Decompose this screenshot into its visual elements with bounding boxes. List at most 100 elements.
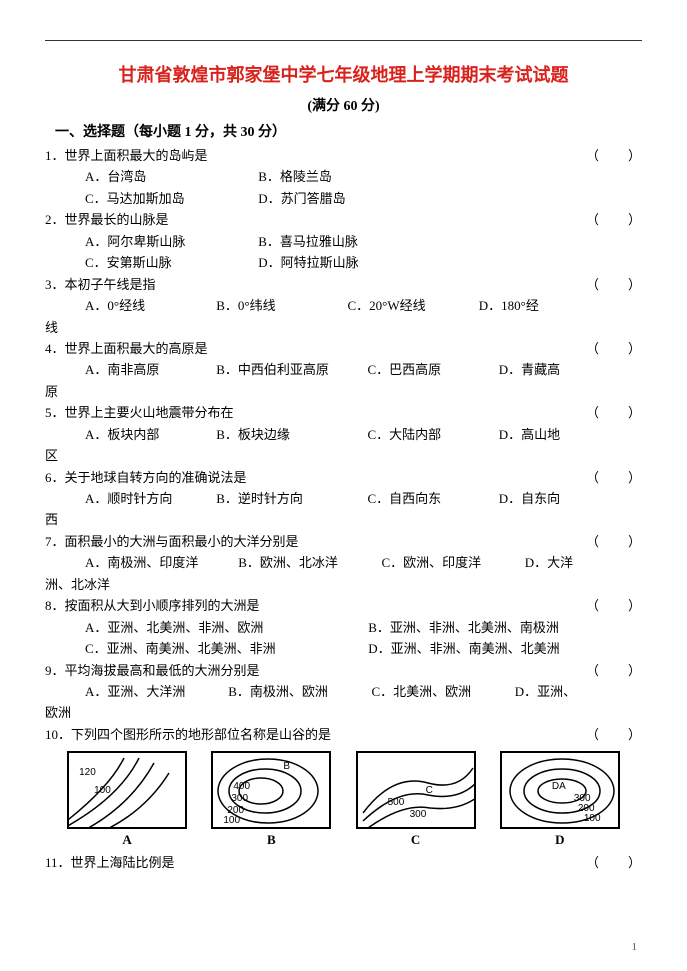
- q2-stem: 2．世界最长的山脉是: [45, 212, 169, 227]
- q6-stem: 6．关于地球自转方向的准确说法是: [45, 470, 247, 485]
- answer-paren: （ ）: [586, 724, 642, 745]
- q9-cont: 欧洲: [45, 705, 71, 720]
- figure-a: 120 100 A: [67, 751, 187, 848]
- q9-opt-a: A．亚洲、大洋洲: [85, 681, 225, 702]
- q6-cont: 西: [45, 512, 58, 527]
- contour-diagram-a: 120 100: [67, 751, 187, 829]
- answer-paren: （ ）: [586, 274, 642, 295]
- q2-opt-b: B．喜马拉雅山脉: [258, 231, 428, 252]
- question-1: 1．世界上面积最大的岛屿是 （ ） A．台湾岛 B．格陵兰岛 C．马达加斯加岛 …: [45, 145, 642, 209]
- contour-label: B: [283, 761, 290, 772]
- q1-stem: 1．世界上面积最大的岛屿是: [45, 148, 208, 163]
- q7-opt-a: A．南极洲、印度洋: [85, 552, 235, 573]
- q1-opt-d: D．苏门答腊岛: [258, 188, 428, 209]
- question-9: 9．平均海拔最高和最低的大洲分别是 （ ） A．亚洲、大洋洲 B．南极洲、欧洲 …: [45, 660, 642, 724]
- contour-diagram-c: C 500 300: [356, 751, 476, 829]
- q7-opt-d: D．大洋: [525, 552, 573, 573]
- contour-label: 120: [79, 767, 96, 778]
- answer-paren: （ ）: [586, 338, 642, 359]
- q7-stem: 7．面积最小的大洲与面积最小的大洋分别是: [45, 534, 299, 549]
- q11-stem: 11．世界上海陆比例是: [45, 855, 175, 870]
- question-6: 6．关于地球自转方向的准确说法是 （ ） A．顺时针方向 B．逆时针方向 C．自…: [45, 467, 642, 531]
- q8-opt-a: A．亚洲、北美洲、非洲、欧洲: [85, 617, 365, 638]
- q8-opt-c: C．亚洲、南美洲、北美洲、非洲: [85, 638, 365, 659]
- contour-label: C: [426, 785, 433, 796]
- q2-opt-d: D．阿特拉斯山脉: [258, 252, 428, 273]
- q4-opt-c: C．巴西高原: [368, 359, 496, 380]
- q6-opt-a: A．顺时针方向: [85, 488, 213, 509]
- figure-label-a: A: [67, 832, 187, 848]
- q1-opt-c: C．马达加斯加岛: [85, 188, 255, 209]
- q4-opt-d: D．青藏高: [499, 359, 560, 380]
- top-rule: [45, 40, 642, 41]
- q4-opt-b: B．中西伯利亚高原: [216, 359, 364, 380]
- q1-opt-b: B．格陵兰岛: [258, 166, 428, 187]
- q4-stem: 4．世界上面积最大的高原是: [45, 341, 208, 356]
- question-3: 3．本初子午线是指 （ ） A．0°经线 B．0°纬线 C．20°W经线 D．1…: [45, 274, 642, 338]
- q6-opt-d: D．自东向: [499, 488, 560, 509]
- question-7: 7．面积最小的大洲与面积最小的大洋分别是 （ ） A．南极洲、印度洋 B．欧洲、…: [45, 531, 642, 595]
- contour-diagram-b: B 400 300 200 100: [211, 751, 331, 829]
- q5-opt-a: A．板块内部: [85, 424, 213, 445]
- q10-stem: 10．下列四个图形所示的地形部位名称是山谷的是: [45, 727, 331, 742]
- exam-title: 甘肃省敦煌市郭家堡中学七年级地理上学期期末考试试题: [45, 61, 642, 87]
- q7-opt-b: B．欧洲、北冰洋: [238, 552, 378, 573]
- answer-paren: （ ）: [586, 402, 642, 423]
- q3-cont: 线: [45, 320, 58, 335]
- q4-opt-a: A．南非高原: [85, 359, 213, 380]
- question-8: 8．按面积从大到小顺序排列的大洲是 （ ） A．亚洲、北美洲、非洲、欧洲 B．亚…: [45, 595, 642, 659]
- section-heading: 一、选择题（每小题 1 分，共 30 分）: [55, 121, 642, 141]
- q2-opt-a: A．阿尔卑斯山脉: [85, 231, 255, 252]
- q6-opt-c: C．自西向东: [368, 488, 496, 509]
- answer-paren: （ ）: [586, 595, 642, 616]
- q8-opt-d: D．亚洲、非洲、南美洲、北美洲: [368, 638, 559, 659]
- exam-subtitle: (满分 60 分): [45, 95, 642, 115]
- q9-opt-c: C．北美洲、欧洲: [372, 681, 512, 702]
- contour-label: 300: [410, 809, 427, 820]
- contour-label: 100: [223, 815, 240, 826]
- q9-stem: 9．平均海拔最高和最低的大洲分别是: [45, 663, 260, 678]
- q8-stem: 8．按面积从大到小顺序排列的大洲是: [45, 598, 260, 613]
- q8-opt-b: B．亚洲、非洲、北美洲、南极洲: [368, 617, 559, 638]
- q9-opt-d: D．亚洲、: [515, 681, 576, 702]
- q3-opt-c: C．20°W经线: [348, 295, 476, 316]
- answer-paren: （ ）: [586, 145, 642, 166]
- question-11: 11．世界上海陆比例是 （ ）: [45, 852, 642, 873]
- q6-opt-b: B．逆时针方向: [216, 488, 364, 509]
- q5-opt-b: B．板块边缘: [216, 424, 364, 445]
- contour-label: 300: [231, 793, 248, 804]
- figure-c: C 500 300 C: [356, 751, 476, 848]
- figure-b: B 400 300 200 100 B: [211, 751, 331, 848]
- contour-label: 400: [233, 781, 250, 792]
- answer-paren: （ ）: [586, 209, 642, 230]
- contour-label: DA: [552, 781, 566, 792]
- contour-label: 500: [388, 797, 405, 808]
- q3-opt-d: D．180°经: [479, 295, 539, 316]
- figure-label-c: C: [356, 832, 476, 848]
- q7-opt-c: C．欧洲、印度洋: [382, 552, 522, 573]
- figure-d: DA 300 200 100 D: [500, 751, 620, 848]
- q3-opt-b: B．0°纬线: [216, 295, 344, 316]
- answer-paren: （ ）: [586, 852, 642, 873]
- figure-label-d: D: [500, 832, 620, 848]
- contour-label: 100: [584, 813, 601, 824]
- page-number: 1: [632, 941, 638, 953]
- q4-cont: 原: [45, 384, 58, 399]
- question-4: 4．世界上面积最大的高原是 （ ） A．南非高原 B．中西伯利亚高原 C．巴西高…: [45, 338, 642, 402]
- figure-label-b: B: [211, 832, 331, 848]
- q5-cont: 区: [45, 448, 58, 463]
- question-2: 2．世界最长的山脉是 （ ） A．阿尔卑斯山脉 B．喜马拉雅山脉 C．安第斯山脉…: [45, 209, 642, 273]
- q5-stem: 5．世界上主要火山地震带分布在: [45, 405, 234, 420]
- q9-opt-b: B．南极洲、欧洲: [228, 681, 368, 702]
- figure-row: 120 100 A B 400 300 200 100 B C: [55, 751, 632, 848]
- question-5: 5．世界上主要火山地震带分布在 （ ） A．板块内部 B．板块边缘 C．大陆内部…: [45, 402, 642, 466]
- question-10: 10．下列四个图形所示的地形部位名称是山谷的是 （ ）: [45, 724, 642, 745]
- q1-opt-a: A．台湾岛: [85, 166, 255, 187]
- contour-diagram-d: DA 300 200 100: [500, 751, 620, 829]
- q2-opt-c: C．安第斯山脉: [85, 252, 255, 273]
- contour-label: 100: [94, 785, 111, 796]
- q5-opt-d: D．高山地: [499, 424, 560, 445]
- q3-opt-a: A．0°经线: [85, 295, 213, 316]
- answer-paren: （ ）: [586, 531, 642, 552]
- q5-opt-c: C．大陆内部: [368, 424, 496, 445]
